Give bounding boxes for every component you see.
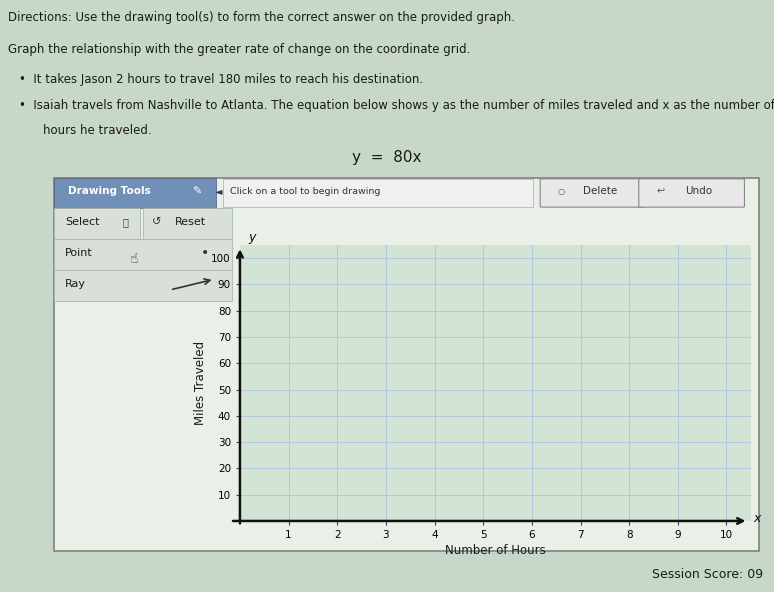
Text: ↩: ↩: [656, 186, 665, 197]
FancyBboxPatch shape: [143, 208, 232, 239]
FancyBboxPatch shape: [540, 179, 646, 207]
FancyBboxPatch shape: [54, 178, 216, 208]
Text: Click on a tool to begin drawing: Click on a tool to begin drawing: [231, 187, 381, 196]
Y-axis label: Miles Traveled: Miles Traveled: [194, 341, 207, 425]
Text: Directions: Use the drawing tool(s) to form the correct answer on the provided g: Directions: Use the drawing tool(s) to f…: [8, 11, 515, 24]
Text: Select: Select: [65, 217, 99, 227]
Text: •  Isaiah travels from Nashville to Atlanta. The equation below shows y as the n: • Isaiah travels from Nashville to Atlan…: [19, 99, 774, 112]
Text: Ray: Ray: [65, 279, 86, 289]
Text: Point: Point: [65, 248, 93, 258]
Text: ☝: ☝: [130, 252, 139, 266]
FancyBboxPatch shape: [54, 178, 759, 551]
Text: Delete: Delete: [583, 186, 617, 197]
FancyBboxPatch shape: [223, 179, 533, 207]
Text: y  =  80x: y = 80x: [352, 150, 422, 165]
FancyBboxPatch shape: [639, 179, 745, 207]
FancyBboxPatch shape: [54, 239, 232, 270]
Text: Session Score: 09: Session Score: 09: [652, 568, 763, 581]
Text: Undo: Undo: [685, 186, 712, 197]
Text: Drawing Tools: Drawing Tools: [68, 186, 151, 197]
Text: ✎: ✎: [191, 186, 201, 197]
Text: y: y: [248, 231, 255, 244]
FancyBboxPatch shape: [54, 208, 139, 239]
Text: ↺: ↺: [152, 217, 162, 227]
Text: ◄: ◄: [214, 186, 222, 197]
Text: •  It takes Jason 2 hours to travel 180 miles to reach his destination.: • It takes Jason 2 hours to travel 180 m…: [19, 73, 423, 86]
FancyBboxPatch shape: [54, 270, 232, 301]
Text: 🔍: 🔍: [122, 217, 128, 227]
X-axis label: Number of Hours: Number of Hours: [445, 544, 546, 557]
Text: •: •: [201, 246, 210, 260]
Text: Graph the relationship with the greater rate of change on the coordinate grid.: Graph the relationship with the greater …: [8, 43, 470, 56]
Text: ○: ○: [558, 187, 565, 196]
Text: x: x: [753, 512, 761, 525]
Text: hours he traveled.: hours he traveled.: [43, 124, 151, 137]
Text: Reset: Reset: [175, 217, 207, 227]
